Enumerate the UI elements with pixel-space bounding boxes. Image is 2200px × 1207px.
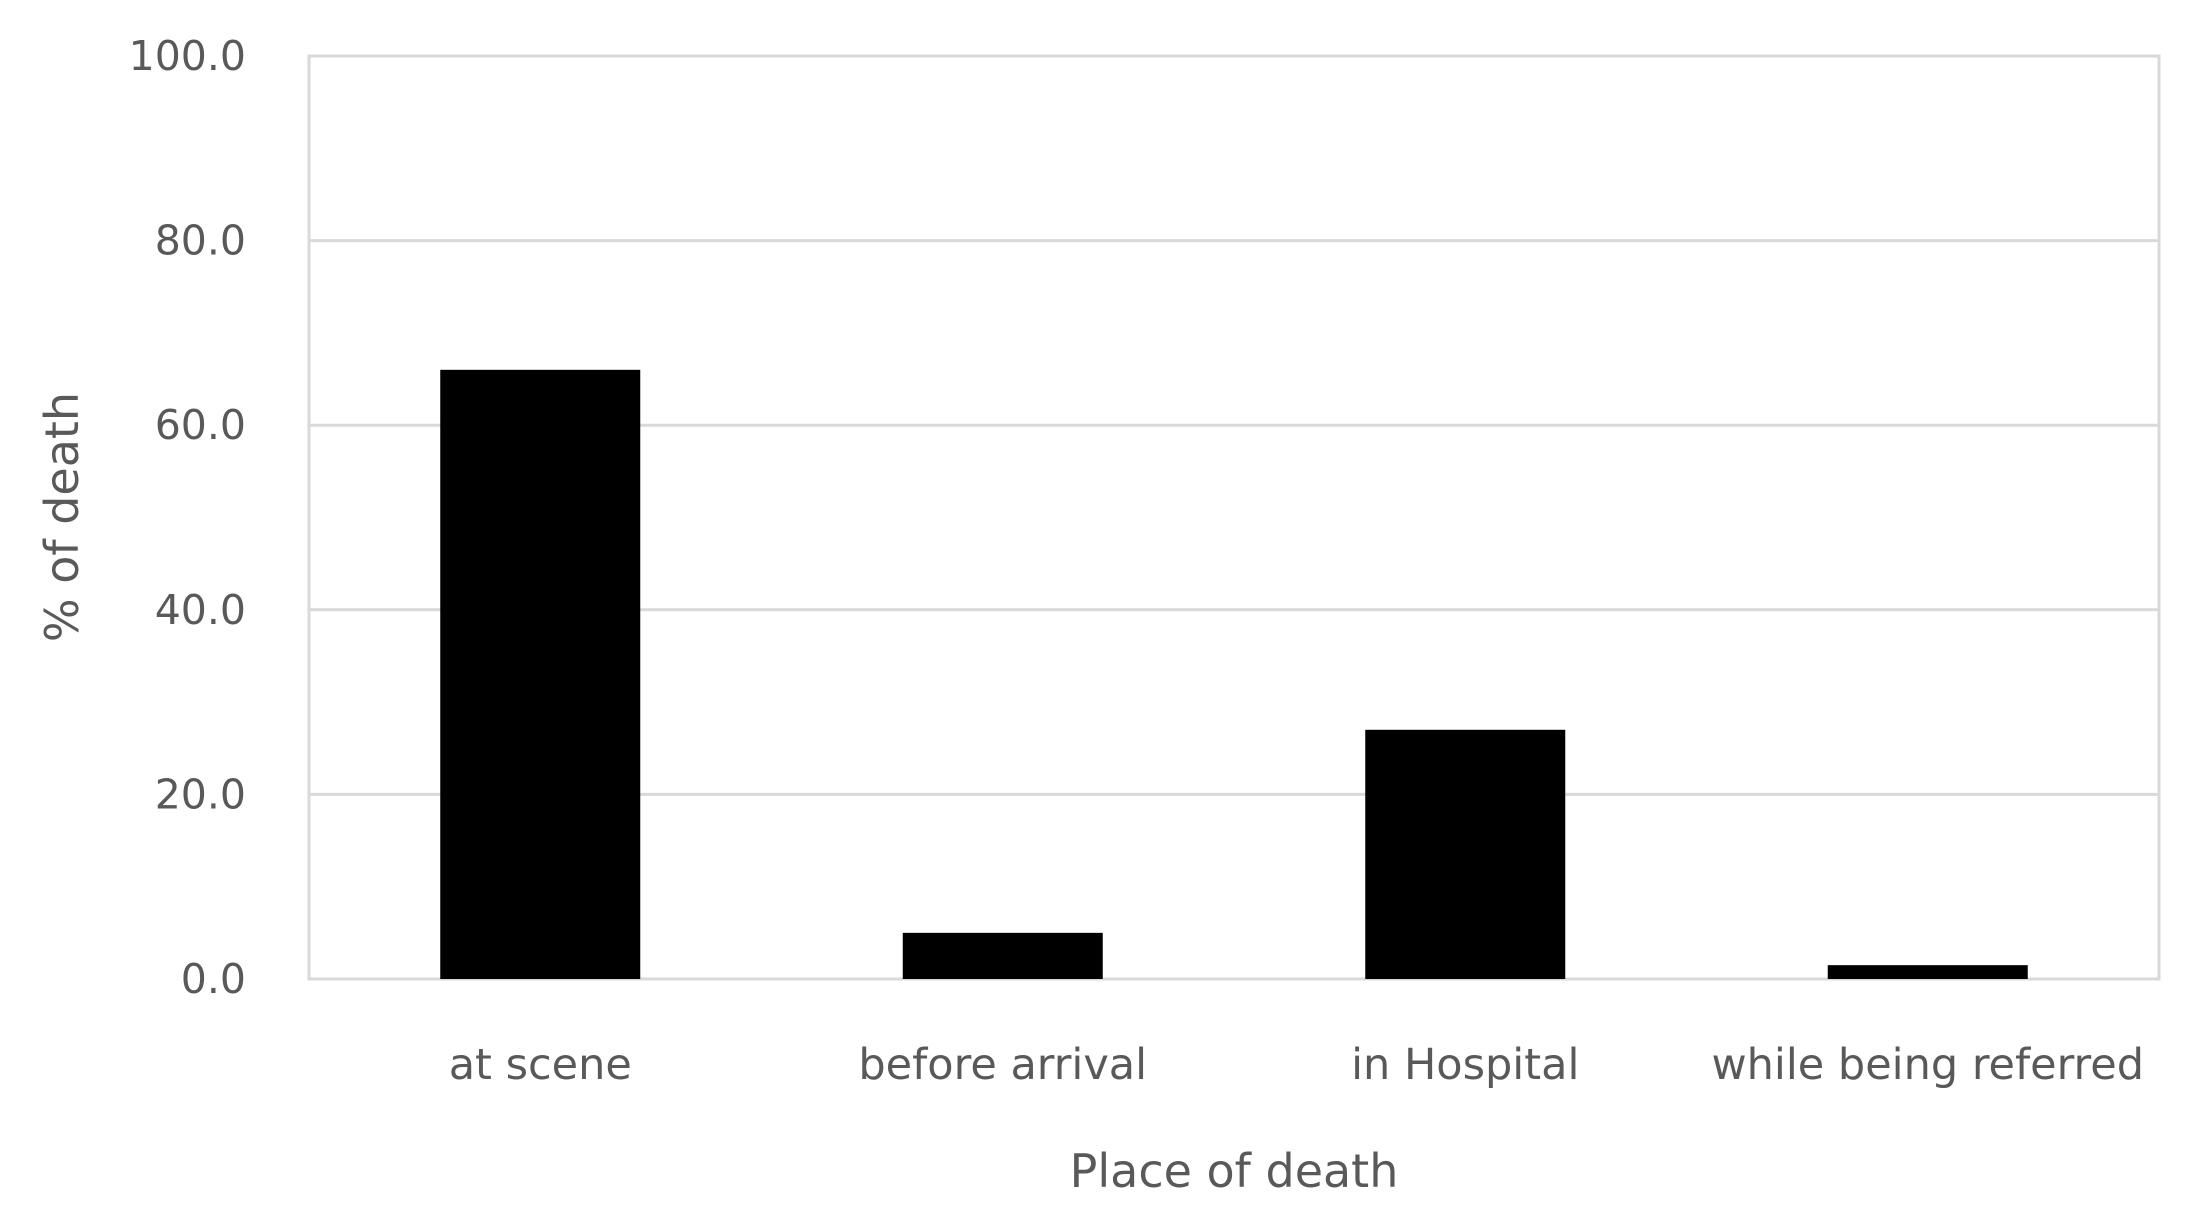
x-category-label: before arrival <box>858 1040 1147 1090</box>
y-tick-label: 20.0 <box>155 770 246 818</box>
y-tick-label: 80.0 <box>155 217 246 265</box>
x-category-label: at scene <box>449 1040 632 1090</box>
x-category-label: in Hospital <box>1351 1040 1579 1090</box>
y-tick-label: 60.0 <box>155 401 246 449</box>
bar-in-hospital <box>1365 729 1566 979</box>
y-tick-label: 0.0 <box>181 955 246 1003</box>
bar-before-arrival <box>902 932 1103 979</box>
bar-while-being-referred <box>1827 965 2028 979</box>
y-tick-label: 40.0 <box>155 586 246 634</box>
y-axis-tick-labels: 0.0 20.0 40.0 60.0 80.0 100.0 <box>129 32 246 1003</box>
x-axis-title: Place of death <box>1070 1144 1399 1198</box>
bars <box>440 369 2028 979</box>
x-category-label: while being referred <box>1711 1040 2144 1090</box>
y-axis-title: % of death <box>35 392 89 642</box>
bar-at-scene <box>440 369 641 979</box>
x-axis-category-labels: at scene before arrival in Hospital while b… <box>449 1040 2144 1090</box>
y-tick-label: 100.0 <box>129 32 246 80</box>
